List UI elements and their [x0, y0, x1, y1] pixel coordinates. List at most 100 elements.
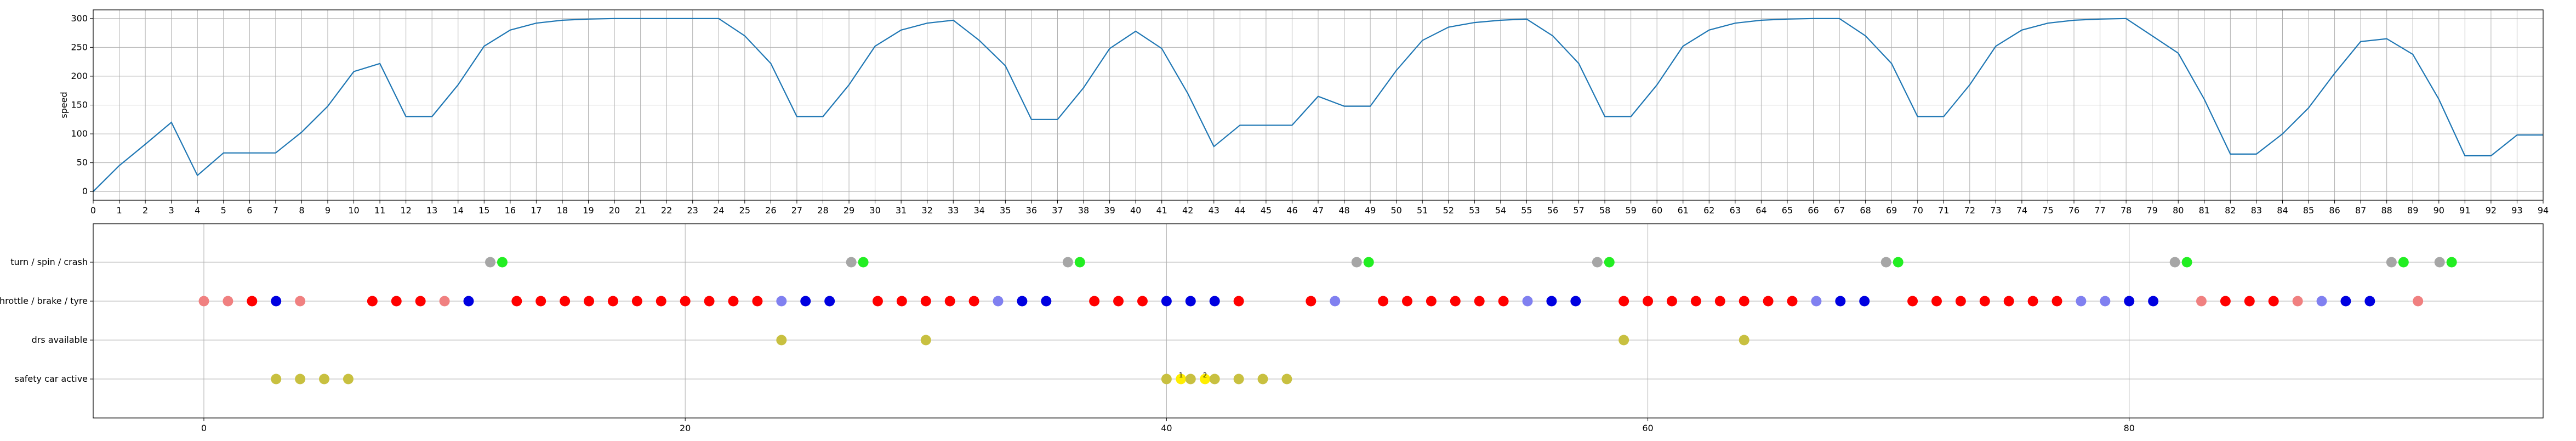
speed-x-tick-label: 66 [1808, 205, 1819, 216]
event-point [1907, 296, 1918, 307]
event-point [2169, 257, 2180, 268]
event-point [1979, 296, 1990, 307]
event-point [1363, 257, 1374, 268]
speed-x-tick-label: 8 [299, 205, 304, 216]
event-point [2148, 296, 2159, 307]
speed-x-tick-label: 77 [2094, 205, 2105, 216]
event-point [247, 296, 258, 307]
event-point [1522, 296, 1533, 307]
event-point [1690, 296, 1701, 307]
speed-x-tick-label: 14 [453, 205, 464, 216]
event-point [2446, 257, 2457, 268]
speed-x-tick-label: 83 [2251, 205, 2262, 216]
event-point [463, 296, 474, 307]
event-point [1570, 296, 1581, 307]
events-x-tick-label: 80 [2124, 423, 2135, 433]
event-point [1176, 374, 1187, 385]
event-point [1185, 296, 1196, 307]
event-point [1041, 296, 1052, 307]
event-point [1666, 296, 1677, 307]
speed-x-tick-label: 48 [1338, 205, 1349, 216]
event-point [1880, 257, 1891, 268]
event-point [271, 374, 282, 385]
speed-x-tick-label: 11 [374, 205, 385, 216]
event-point [896, 296, 907, 307]
speed-x-tick-label: 41 [1156, 205, 1167, 216]
event-point [367, 296, 378, 307]
speed-x-tick-label: 68 [1860, 205, 1871, 216]
speed-x-tick-label: 46 [1286, 205, 1297, 216]
speed-x-tick-label: 47 [1313, 205, 1324, 216]
event-point [1209, 374, 1220, 385]
speed-x-tick-label: 73 [1990, 205, 2001, 216]
speed-x-tick-label: 91 [2459, 205, 2470, 216]
event-point [607, 296, 618, 307]
event-point [1257, 374, 1268, 385]
event-point [535, 296, 546, 307]
event-point [1643, 296, 1654, 307]
event-point [1835, 296, 1846, 307]
event-point [2051, 296, 2062, 307]
speed-x-tick-label: 37 [1052, 205, 1063, 216]
speed-x-tick-label: 9 [325, 205, 330, 216]
event-point [1089, 296, 1100, 307]
event-point [800, 296, 811, 307]
speed-x-tick-label: 94 [2538, 205, 2549, 216]
speed-x-tick-label: 7 [273, 205, 278, 216]
speed-x-tick-label: 70 [1912, 205, 1923, 216]
speed-x-tick-label: 27 [791, 205, 802, 216]
event-point [1161, 296, 1172, 307]
speed-y-tick-label: 100 [71, 128, 88, 139]
event-point [2027, 296, 2038, 307]
speed-x-tick-label: 33 [948, 205, 959, 216]
speed-x-tick-label: 15 [478, 205, 489, 216]
events-category-label: turn / spin / crash [10, 257, 88, 267]
speed-y-tick-label: 50 [77, 157, 88, 168]
event-point [656, 296, 666, 307]
event-point [560, 296, 571, 307]
speed-x-tick-label: 85 [2303, 205, 2314, 216]
speed-x-tick-label: 18 [557, 205, 568, 216]
speed-x-tick-label: 6 [247, 205, 252, 216]
speed-plot-frame [93, 9, 2544, 201]
speed-x-tick-label: 40 [1130, 205, 1141, 216]
event-point [2220, 296, 2231, 307]
speed-x-tick-label: 31 [896, 205, 907, 216]
event-point [1604, 257, 1615, 268]
event-point [858, 257, 869, 268]
event-point [2316, 296, 2327, 307]
event-point [1137, 296, 1148, 307]
speed-x-tick-label: 76 [2068, 205, 2079, 216]
speed-x-tick-label: 10 [348, 205, 359, 216]
speed-x-tick-label: 32 [922, 205, 933, 216]
speed-x-tick-label: 29 [844, 205, 854, 216]
event-point [415, 296, 426, 307]
event-point [704, 296, 715, 307]
event-point [2268, 296, 2279, 307]
events-plot-frame [93, 223, 2544, 419]
events-x-tick-label: 20 [680, 423, 691, 433]
speed-series-line [93, 18, 2543, 192]
speed-y-axis-label: speed [59, 92, 69, 118]
speed-x-tick-label: 86 [2329, 205, 2340, 216]
speed-x-tick-label: 44 [1234, 205, 1245, 216]
event-point [1017, 296, 1028, 307]
speed-x-tick-label: 81 [2199, 205, 2210, 216]
event-point [728, 296, 739, 307]
event-point [2398, 257, 2409, 268]
event-point [198, 296, 209, 307]
speed-x-tick-label: 59 [1625, 205, 1636, 216]
event-point [846, 257, 857, 268]
speed-x-tick-label: 50 [1390, 205, 1401, 216]
speed-x-tick-label: 21 [635, 205, 646, 216]
speed-x-tick-label: 52 [1443, 205, 1454, 216]
speed-y-tick-label: 250 [71, 42, 88, 52]
speed-x-tick-label: 30 [869, 205, 880, 216]
speed-x-tick-label: 78 [2121, 205, 2132, 216]
event-point [1955, 296, 1966, 307]
event-point [824, 296, 835, 307]
events-category-labels: turn / spin / crash throttle / brake / ty… [0, 257, 93, 384]
event-point [1811, 296, 1822, 307]
